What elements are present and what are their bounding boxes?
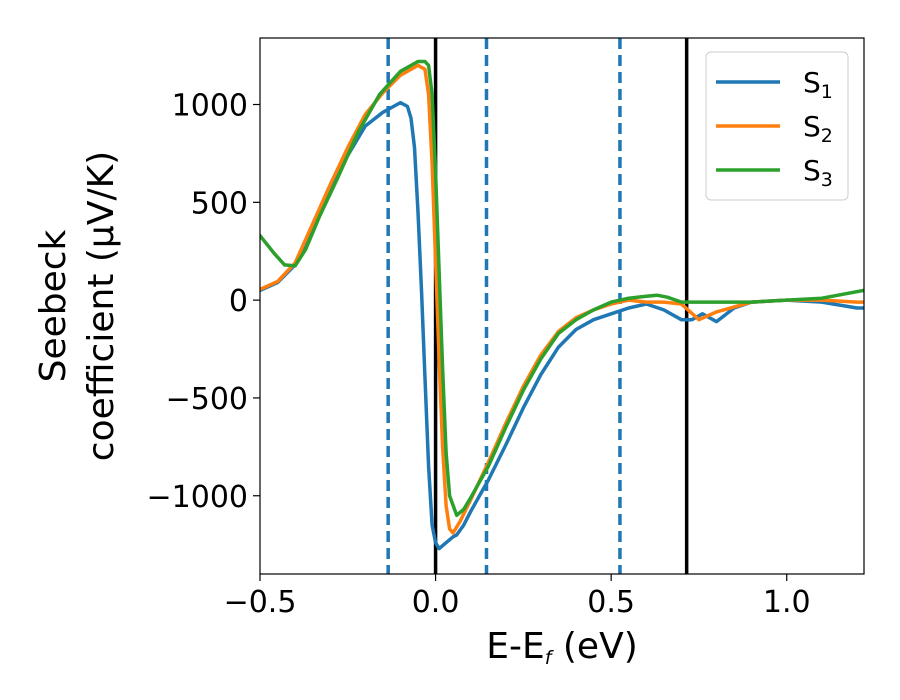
y-tick-label: 0 — [229, 284, 248, 319]
y-axis-label-line2: coefficient (μV/K) — [81, 151, 122, 461]
series-lines — [260, 59, 864, 551]
y-axis-label: Seebeck coefficient (μV/K) — [33, 151, 122, 461]
x-tick-label: 0.5 — [587, 585, 635, 620]
legend: S1 S2 S3 — [705, 51, 849, 201]
plot-frame — [259, 37, 865, 575]
y-tick-label: 500 — [191, 186, 248, 221]
y-tick-label: −500 — [166, 382, 248, 417]
x-tick-label: −0.5 — [224, 585, 297, 620]
x-tick-label: 1.0 — [763, 585, 811, 620]
y-tick-label: −1000 — [147, 480, 248, 515]
y-axis-label-line1: Seebeck — [33, 229, 74, 382]
legend-label-S1: S1 — [803, 66, 833, 103]
y-axis: 1000 500 0 −500 −1000 — [147, 89, 260, 515]
x-tick-label: 0.0 — [412, 585, 460, 620]
x-axis-label: E-Ef (eV) — [486, 626, 638, 669]
legend-label-S3: S3 — [803, 154, 833, 191]
legend-label-S2: S2 — [803, 110, 833, 147]
y-tick-label: 1000 — [172, 89, 248, 124]
series-line-S3 — [260, 59, 864, 518]
x-axis: −0.5 0.0 0.5 1.0 — [224, 574, 811, 620]
